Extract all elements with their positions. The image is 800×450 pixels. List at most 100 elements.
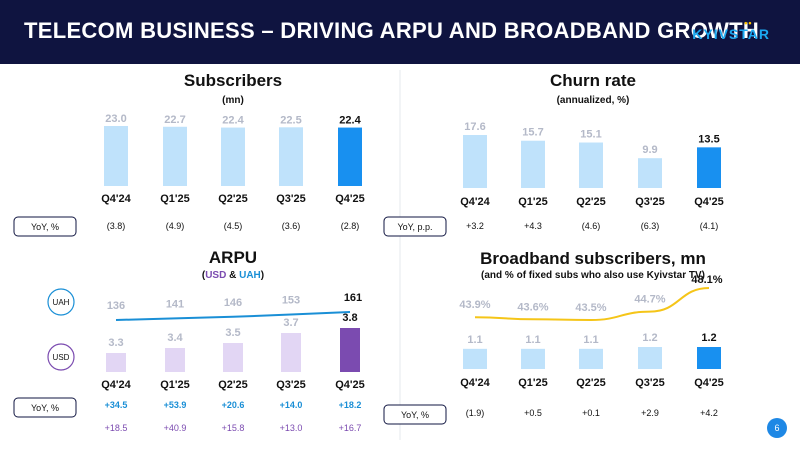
broadband-yoy-value: +4.2: [700, 408, 718, 418]
subscribers-value-label: 23.0: [105, 113, 126, 125]
subscribers-yoy-label: YoY, %: [31, 222, 59, 232]
arpu-usd-value-label: 3.8: [342, 312, 357, 324]
subscribers-bar: [163, 126, 187, 186]
arpu-yoy-uah-value: +34.5: [105, 400, 128, 410]
broadband-x-tick: Q3'25: [635, 377, 665, 389]
churn-bar: [697, 147, 721, 188]
churn-yoy-label: YoY, p.p.: [397, 222, 432, 232]
arpu-usd-bar: [106, 353, 126, 372]
churn-value-label: 15.7: [522, 127, 543, 139]
broadband-tv-value-label: 48.1%: [691, 274, 722, 286]
subscribers-yoy-value: (2.8): [341, 221, 360, 231]
kyivstar-logo: KYIVSTAR ••: [692, 18, 770, 42]
logo-text: KYIVSTAR: [692, 26, 770, 42]
arpu-uah-value-label: 161: [344, 292, 362, 304]
arpu-subtitle-part: &: [226, 270, 239, 281]
arpu-usd-bar: [165, 348, 185, 372]
arpu-subtitle-part: ): [261, 270, 264, 281]
churn-yoy-value: +4.3: [524, 221, 542, 231]
broadband-bar: [463, 348, 487, 369]
broadband-x-tick: Q1'25: [518, 377, 548, 389]
churn-bar: [579, 142, 603, 188]
subscribers-bar: [104, 126, 128, 186]
broadband-bar: [697, 347, 721, 369]
broadband-tv-value-label: 43.6%: [517, 301, 548, 313]
arpu-yoy-usd-value: +18.5: [105, 423, 128, 433]
arpu-usd-bar: [223, 343, 243, 372]
churn-bar: [463, 135, 487, 188]
churn-value-label: 9.9: [642, 144, 657, 156]
broadband-value-label: 1.2: [642, 332, 657, 344]
arpu-uah-value-label: 153: [282, 295, 300, 307]
broadband-value-label: 1.1: [583, 334, 598, 346]
arpu-yoy-uah-value: +20.6: [222, 400, 245, 410]
subscribers-x-tick: Q4'25: [335, 193, 365, 205]
arpu-usd-bar: [340, 328, 360, 372]
arpu-legend-label: UAH: [53, 298, 70, 307]
broadband-value-label: 1.1: [467, 334, 482, 346]
arpu-uah-line: [115, 311, 351, 321]
broadband-yoy-value: +0.1: [582, 408, 600, 418]
broadband-x-tick: Q2'25: [576, 377, 606, 389]
arpu-uah-value-label: 146: [224, 297, 242, 309]
arpu-usd-value-label: 3.3: [108, 337, 123, 349]
arpu-subtitle-part: (: [202, 270, 206, 281]
page-title: TELECOM BUSINESS – DRIVING ARPU AND BROA…: [24, 18, 760, 43]
arpu-title: ARPU: [209, 248, 257, 267]
churn-title: Churn rate: [550, 71, 636, 90]
broadband-x-tick: Q4'24: [460, 377, 490, 389]
page-number: 6: [767, 418, 787, 438]
arpu-x-tick: Q3'25: [276, 379, 306, 391]
broadband-tv-value-label: 44.7%: [634, 294, 665, 306]
broadband-x-tick: Q4'25: [694, 377, 724, 389]
arpu-x-tick: Q1'25: [160, 379, 190, 391]
arpu-yoy-uah-value: +53.9: [164, 400, 187, 410]
broadband-yoy-label: YoY, %: [401, 410, 429, 420]
churn-bar: [638, 158, 662, 188]
subscribers-yoy-value: (4.9): [166, 221, 185, 231]
subscribers-x-tick: Q2'25: [218, 193, 248, 205]
arpu-yoy-usd-value: +40.9: [164, 423, 187, 433]
arpu-subtitle-part: USD: [205, 270, 226, 281]
churn-x-tick: Q4'24: [460, 196, 490, 208]
churn-value-label: 13.5: [698, 133, 719, 145]
churn-subtitle: (annualized, %): [557, 95, 630, 106]
broadband-yoy-box: [383, 404, 447, 425]
header-bar: TELECOM BUSINESS – DRIVING ARPU AND BROA…: [0, 0, 800, 64]
arpu-yoy-usd-value: +16.7: [339, 423, 362, 433]
arpu-legend-label: USD: [53, 353, 70, 362]
arpu-x-tick: Q4'24: [101, 379, 131, 391]
arpu-yoy-uah-value: +14.0: [280, 400, 303, 410]
arpu-yoy-label: YoY, %: [31, 403, 59, 413]
subscribers-x-tick: Q4'24: [101, 193, 131, 205]
broadband-tv-value-label: 43.9%: [459, 299, 490, 311]
churn-yoy-value: (6.3): [641, 221, 660, 231]
broadband-yoy-value: (1.9): [466, 408, 485, 418]
arpu-legend-badge: [47, 343, 75, 371]
broadband-yoy-value: +0.5: [524, 408, 542, 418]
churn-yoy-value: (4.1): [700, 221, 719, 231]
churn-yoy-box: [383, 216, 447, 237]
arpu-usd-value-label: 3.4: [167, 332, 183, 344]
subscribers-value-label: 22.7: [164, 114, 185, 126]
subscribers-bar: [221, 127, 245, 186]
logo-dots: ••: [744, 18, 753, 28]
churn-x-tick: Q1'25: [518, 196, 548, 208]
broadband-value-label: 1.2: [701, 332, 716, 344]
broadband-value-label: 1.1: [525, 334, 540, 346]
arpu-usd-value-label: 3.7: [283, 317, 298, 329]
arpu-x-tick: Q4'25: [335, 379, 365, 391]
broadband-bar: [638, 347, 662, 369]
subscribers-value-label: 22.5: [280, 114, 301, 126]
broadband-title: Broadband subscribers, mn: [480, 249, 706, 268]
arpu-uah-value-label: 141: [166, 298, 184, 310]
broadband-subtitle: (and % of fixed subs who also use Kyivst…: [481, 270, 705, 281]
arpu-x-tick: Q2'25: [218, 379, 248, 391]
broadband-bar: [521, 348, 545, 369]
churn-x-tick: Q3'25: [635, 196, 665, 208]
arpu-yoy-uah-value: +18.2: [339, 400, 362, 410]
subscribers-title: Subscribers: [184, 71, 282, 90]
subscribers-yoy-value: (3.8): [107, 221, 126, 231]
subscribers-yoy-value: (4.5): [224, 221, 243, 231]
subscribers-yoy-value: (3.6): [282, 221, 301, 231]
